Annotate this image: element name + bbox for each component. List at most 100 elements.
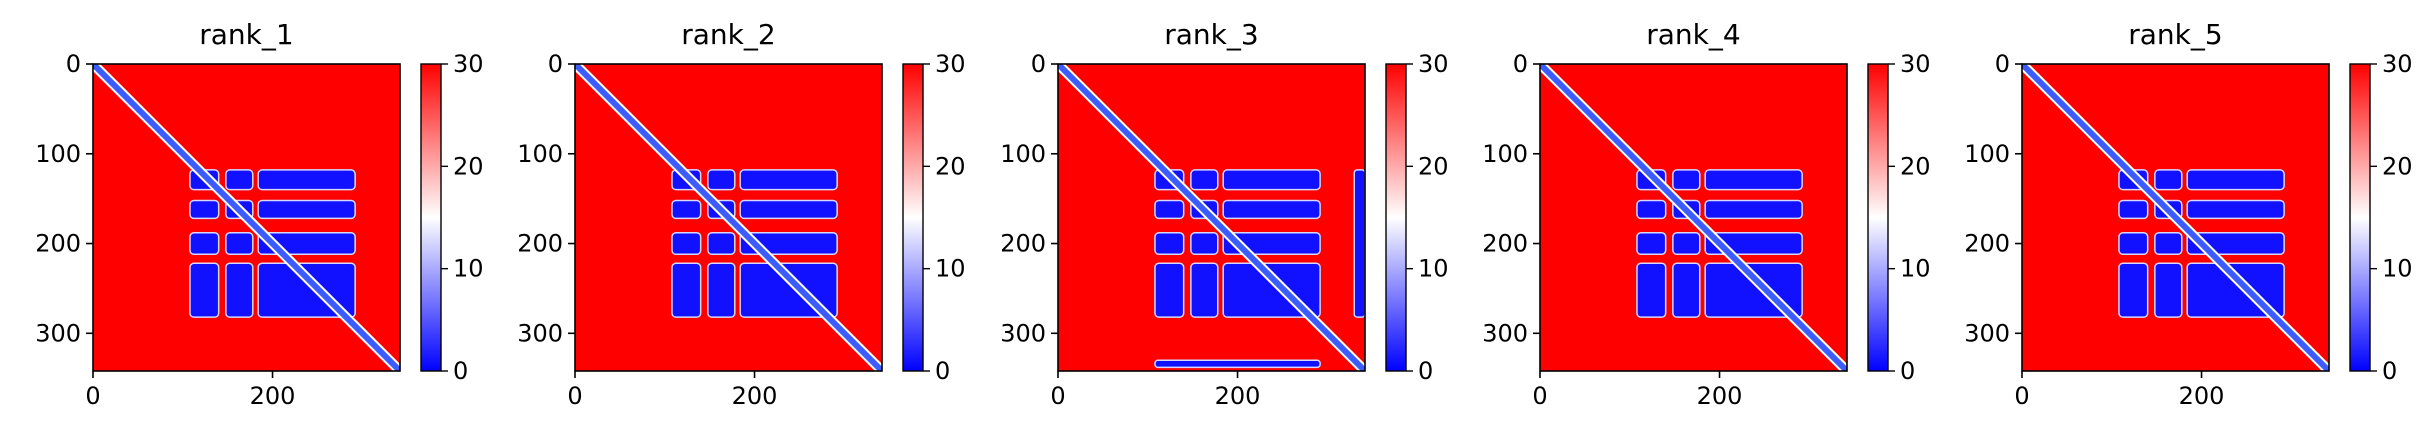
y-tick-label: 0 <box>1513 50 1528 78</box>
colorbar-tick-label: 10 <box>453 255 484 283</box>
heatmap-panel-4: rank_4 0 100 200 300 0 200 0 10 20 30 <box>1482 18 1930 410</box>
x-tick-label: 200 <box>732 382 778 410</box>
y-tick-label: 100 <box>1000 140 1046 168</box>
y-tick-label: 0 <box>1031 50 1046 78</box>
colorbar-tick-label: 10 <box>935 255 966 283</box>
heatmap-panel-2: rank_2 0 100 200 300 0 200 0 10 20 30 <box>517 18 965 410</box>
y-tick-label: 300 <box>517 319 563 347</box>
y-tick-label: 300 <box>1000 319 1046 347</box>
colorbar <box>420 63 442 372</box>
heatmap-block-r2-c1 <box>1672 232 1701 256</box>
heatmap-panel-1: rank_1 0 100 200 300 0 200 0 10 20 30 <box>35 18 483 410</box>
colorbar <box>1867 63 1889 372</box>
heatmap-extra-block-1 <box>1154 359 1321 369</box>
heatmap-block-r3-c0 <box>189 262 220 318</box>
heatmap-block-r2-c1 <box>225 232 254 256</box>
heatmap-block-r1-c0 <box>2118 199 2149 220</box>
y-tick-label: 100 <box>517 140 563 168</box>
y-tick-label: 0 <box>66 50 81 78</box>
heatmap-block-r3-c1 <box>707 262 736 318</box>
colorbar-tick-label: 0 <box>2382 357 2397 385</box>
panel-title: rank_3 <box>1164 18 1258 51</box>
y-tick-label: 300 <box>1964 319 2010 347</box>
heatmap-matrix <box>93 64 400 371</box>
heatmap-block-r0-c2 <box>257 169 356 191</box>
heatmap-block-r0-c1 <box>1672 169 1701 191</box>
heatmap-block-r1-c0 <box>671 199 702 220</box>
colorbar-tick-label: 0 <box>1418 357 1433 385</box>
diagonal-line <box>2022 64 2329 371</box>
heatmap-block-r0-c1 <box>1190 169 1219 191</box>
heatmap-matrix <box>1540 64 1847 371</box>
heatmap-block-r1-c2 <box>1704 199 1803 220</box>
colorbar-tick-label: 0 <box>1900 357 1915 385</box>
heatmap-block-r0-c1 <box>2154 169 2183 191</box>
x-tick-label: 0 <box>567 382 582 410</box>
colorbar-tick-label: 30 <box>935 50 966 78</box>
heatmap-panel-3: rank_3 0 100 200 300 0 200 0 10 20 30 <box>1000 18 1448 410</box>
heatmap-block-r0-c1 <box>225 169 254 191</box>
axes-frame <box>1539 63 1848 372</box>
x-tick-label: 200 <box>1697 382 1743 410</box>
heatmap-matrix <box>1058 64 1365 371</box>
x-tick-label: 0 <box>1532 382 1547 410</box>
colorbar-tick-label: 10 <box>1900 255 1931 283</box>
colorbar-tick-label: 20 <box>2382 152 2413 180</box>
heatmap-matrix <box>575 64 882 371</box>
heatmap-block-r3-c0 <box>671 262 702 318</box>
heatmap-block-r2-c0 <box>671 232 702 256</box>
x-tick-label: 200 <box>250 382 296 410</box>
colorbar-tick-label: 10 <box>1418 255 1449 283</box>
heatmap-block-r0-c2 <box>1222 169 1321 191</box>
axes-frame <box>92 63 401 372</box>
y-tick-label: 0 <box>548 50 563 78</box>
y-tick-label: 200 <box>1964 230 2010 258</box>
y-tick-label: 100 <box>1482 140 1528 168</box>
y-tick-label: 200 <box>1000 230 1046 258</box>
heatmap-block-r0-c1 <box>707 169 736 191</box>
colorbar-tick-label: 30 <box>1418 50 1449 78</box>
heatmap-block-r2-c1 <box>1190 232 1219 256</box>
heatmap-block-r1-c2 <box>739 199 838 220</box>
colorbar-tick-label: 20 <box>1900 152 1931 180</box>
y-tick-label: 200 <box>35 230 81 258</box>
heatmap-block-r1-c2 <box>2186 199 2285 220</box>
heatmap-block-r2-c1 <box>707 232 736 256</box>
y-tick-label: 300 <box>1482 319 1528 347</box>
colorbar-tick-label: 20 <box>1418 152 1449 180</box>
heatmap-extra-block-0 <box>1353 169 1365 318</box>
heatmap-block-r1-c2 <box>257 199 356 220</box>
heatmap-block-r1-c0 <box>1154 199 1185 220</box>
panel-title: rank_5 <box>2128 18 2222 51</box>
heatmap-block-r0-c2 <box>739 169 838 191</box>
heatmap-block-r1-c2 <box>1222 199 1321 220</box>
heatmap-block-r1-c0 <box>189 199 220 220</box>
x-tick-label: 0 <box>2014 382 2029 410</box>
diagonal-line <box>1540 64 1847 371</box>
panel-title: rank_4 <box>1646 18 1740 51</box>
heatmap-block-r2-c0 <box>2118 232 2149 256</box>
colorbar-tick-label: 30 <box>1900 50 1931 78</box>
x-tick-label: 200 <box>1215 382 1261 410</box>
y-tick-label: 200 <box>1482 230 1528 258</box>
panel-title: rank_2 <box>681 18 775 51</box>
heatmap-block-r3-c1 <box>225 262 254 318</box>
heatmap-block-r0-c2 <box>1704 169 1803 191</box>
heatmap-block-r3-c1 <box>1672 262 1701 318</box>
heatmap-block-r2-c0 <box>1154 232 1185 256</box>
x-tick-label: 200 <box>2179 382 2225 410</box>
axes-frame <box>574 63 883 372</box>
colorbar <box>2349 63 2371 372</box>
heatmap-block-r2-c0 <box>1636 232 1667 256</box>
panel-title: rank_1 <box>199 18 293 51</box>
y-tick-label: 0 <box>1995 50 2010 78</box>
colorbar-tick-label: 20 <box>935 152 966 180</box>
axes-frame <box>1057 63 1366 372</box>
heatmap-block-r3-c1 <box>2154 262 2183 318</box>
x-tick-label: 0 <box>85 382 100 410</box>
heatmap-block-r1-c0 <box>1636 199 1667 220</box>
diagonal-line <box>1058 64 1365 371</box>
colorbar-tick-label: 20 <box>453 152 484 180</box>
y-tick-label: 300 <box>35 319 81 347</box>
